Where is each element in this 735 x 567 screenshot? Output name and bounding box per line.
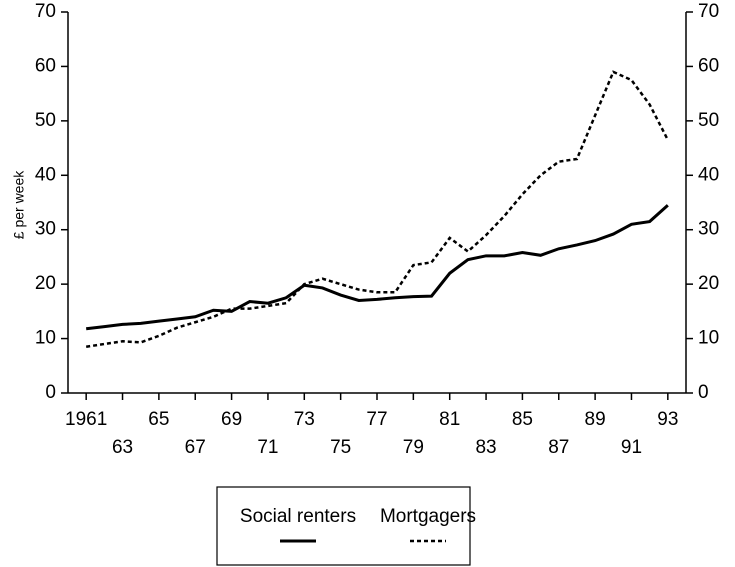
y2-tick-label: 40 (698, 164, 719, 185)
y-tick-label: 0 (45, 382, 56, 403)
y2-tick-label: 10 (698, 328, 719, 349)
x-tick-label: 93 (657, 409, 678, 430)
x-tick-label: 85 (512, 409, 533, 430)
y-tick-label: 40 (35, 164, 56, 185)
y2-tick-label: 30 (698, 219, 719, 240)
x-tick-label: 75 (330, 437, 351, 458)
x-tick-label: 87 (548, 437, 569, 458)
y-tick-label: 20 (35, 273, 56, 294)
y-tick-label: 70 (35, 1, 56, 22)
legend-label: Social renters (240, 506, 356, 527)
y2-tick-label: 70 (698, 1, 719, 22)
x-tick-label: 79 (403, 437, 424, 458)
x-tick-label: 89 (585, 409, 606, 430)
x-tick-label: 83 (475, 437, 496, 458)
y2-tick-label: 60 (698, 55, 719, 76)
x-tick-label: 77 (366, 409, 387, 430)
x-tick-label: 73 (294, 409, 315, 430)
y-tick-label: 60 (35, 55, 56, 76)
x-tick-label: 71 (257, 437, 278, 458)
legend-label: Mortgagers (380, 506, 476, 527)
x-tick-label: 1961 (65, 409, 107, 430)
y-axis-label: £ per week (11, 170, 27, 239)
series-line (85, 70, 669, 348)
y2-tick-label: 50 (698, 110, 719, 131)
x-tick-label: 67 (185, 437, 206, 458)
y2-tick-label: 0 (698, 382, 709, 403)
series-line (85, 204, 669, 331)
x-tick-label: 69 (221, 409, 242, 430)
x-tick-label: 65 (148, 409, 169, 430)
y2-tick-label: 20 (698, 273, 719, 294)
y-tick-label: 30 (35, 219, 56, 240)
y-tick-label: 50 (35, 110, 56, 131)
x-tick-label: 63 (112, 437, 133, 458)
y-tick-label: 10 (35, 328, 56, 349)
legend-box (216, 486, 471, 566)
x-tick-label: 91 (621, 437, 642, 458)
x-tick-label: 81 (439, 409, 460, 430)
